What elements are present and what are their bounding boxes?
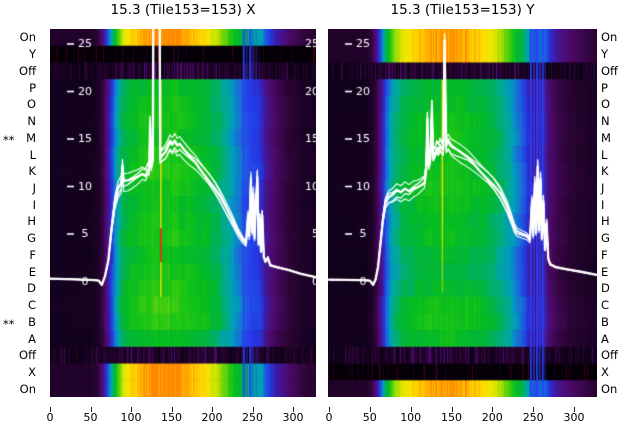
x-tick-x-200: [212, 407, 213, 412]
x-tick-y-200: [492, 407, 494, 412]
x-tick-y-50: [369, 407, 371, 412]
row-label-right-p-3: P: [601, 80, 608, 95]
row-label-left-c-16: C: [27, 298, 36, 312]
x-tick-label-y-200: 200: [481, 411, 503, 424]
x-tick-label-y-150: 150: [441, 411, 462, 424]
x-tick-label-x-250: 250: [242, 411, 263, 424]
row-label-left-off-19: Off: [19, 348, 36, 363]
row-label-right-on-0: On: [601, 30, 618, 45]
row-label-right-n-5: N: [601, 114, 610, 128]
row-label-right-h-11: H: [601, 214, 610, 229]
x-tick-label-y-100: 100: [400, 411, 422, 424]
x-tick-label-x-200: 200: [201, 411, 223, 424]
x-tick-x-100: [131, 407, 132, 412]
x-tick-x-300: [293, 407, 294, 412]
row-label-left-x-20: X: [28, 364, 36, 379]
x-tick-label-x-100: 100: [120, 411, 142, 424]
plot-title-x: 15.3 (Tile153=153) X: [110, 2, 256, 18]
star-marker-row-b: **: [3, 316, 15, 331]
x-tick-x-150: [171, 407, 173, 412]
row-label-left-on-21: On: [19, 381, 36, 396]
row-label-right-e-14: E: [601, 264, 609, 279]
x-tick-label-x-150: 150: [161, 411, 182, 424]
row-label-right-l-7: L: [601, 147, 608, 162]
x-tick-label-y-250: 250: [522, 411, 544, 424]
heatmap-canvas-x: [50, 29, 316, 397]
heatmap-panel-y: [328, 29, 597, 397]
row-label-left-g-12: G: [27, 231, 36, 246]
row-label-right-g-12: G: [601, 231, 610, 246]
row-label-left-on-0: On: [19, 30, 36, 45]
row-label-left-i-10: I: [32, 197, 36, 212]
row-label-left-y-1: Y: [28, 47, 36, 62]
x-tick-x-50: [90, 407, 92, 412]
heatmap-canvas-y: [328, 29, 597, 397]
row-label-left-h-11: H: [27, 214, 36, 229]
x-tick-y-300: [574, 407, 575, 412]
x-tick-label-y-0: 0: [325, 411, 333, 424]
row-label-right-off-19: Off: [601, 348, 618, 363]
row-label-right-d-15: D: [601, 281, 610, 296]
row-label-right-b-17: B: [601, 314, 609, 329]
row-label-right-y-1: Y: [601, 47, 609, 62]
heatmap-panel-x: [50, 29, 316, 397]
row-label-right-on-21: On: [601, 381, 618, 396]
row-label-right-m-6: M: [601, 130, 611, 145]
x-tick-label-y-300: 300: [563, 411, 585, 424]
row-label-right-off-2: Off: [601, 63, 618, 78]
row-label-left-p-3: P: [29, 80, 36, 95]
row-label-left-off-2: Off: [19, 63, 36, 78]
x-tick-x-250: [252, 407, 254, 412]
star-marker-row-m: **: [3, 132, 15, 147]
row-label-right-o-4: O: [601, 97, 611, 112]
x-tick-y-100: [410, 407, 412, 412]
plot-title-y: 15.3 (Tile153=153) Y: [390, 2, 535, 18]
x-tick-label-x-0: 0: [46, 411, 54, 424]
x-tick-label-x-300: 300: [282, 411, 304, 424]
x-tick-x-0: [50, 407, 51, 412]
row-label-right-f-13: F: [601, 247, 608, 262]
row-label-left-m-6: M: [26, 130, 36, 145]
x-tick-label-x-50: 50: [83, 411, 98, 424]
row-label-right-x-20: X: [601, 364, 609, 379]
row-label-left-l-7: L: [29, 147, 36, 162]
row-label-left-d-15: D: [27, 281, 36, 296]
row-label-right-j-9: J: [601, 180, 605, 195]
row-label-right-c-16: C: [601, 298, 610, 312]
x-tick-y-150: [451, 407, 453, 412]
row-label-right-k-8: K: [601, 164, 609, 179]
row-label-left-j-9: J: [32, 180, 36, 195]
x-tick-y-0: [329, 407, 330, 412]
row-label-left-f-13: F: [29, 247, 36, 262]
x-tick-y-250: [533, 407, 535, 412]
row-label-right-i-10: I: [601, 197, 605, 212]
row-label-left-k-8: K: [28, 164, 36, 179]
row-label-right-a-18: A: [601, 331, 609, 346]
row-label-left-a-18: A: [28, 331, 36, 346]
row-label-left-e-14: E: [28, 264, 36, 279]
row-label-left-o-4: O: [26, 97, 36, 112]
row-label-left-b-17: B: [28, 314, 36, 329]
row-label-left-n-5: N: [27, 114, 36, 128]
x-tick-label-y-50: 50: [362, 411, 377, 424]
